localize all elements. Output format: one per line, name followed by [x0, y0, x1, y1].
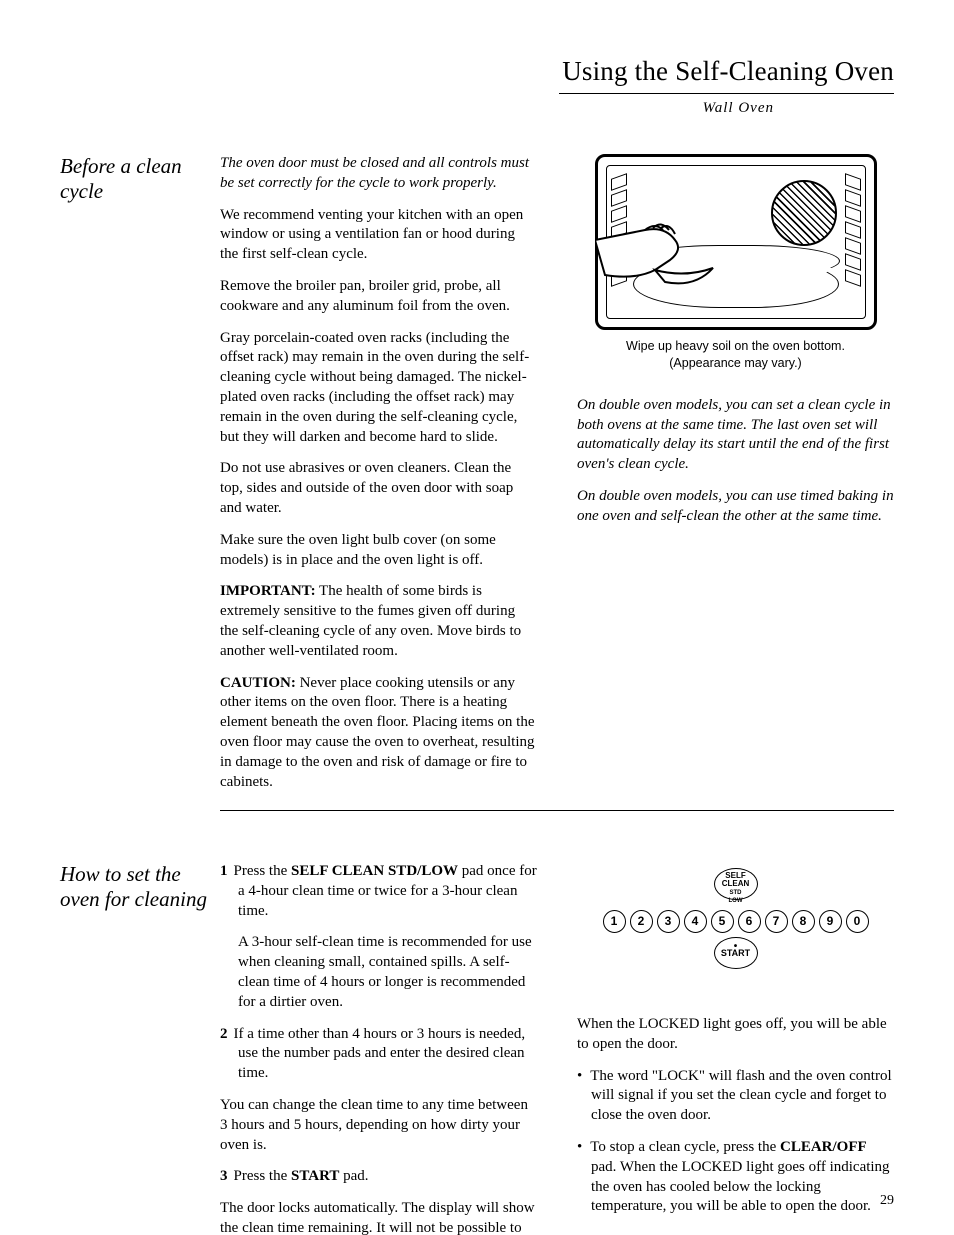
num-4-icon: 4 — [684, 910, 707, 933]
step-3-number: 3 — [220, 1168, 234, 1184]
door-locks-note: The door locks automatically. The displa… — [220, 1199, 537, 1235]
page-header: Using the Self-Cleaning Oven Wall Oven — [60, 56, 894, 117]
page-number: 29 — [880, 1193, 894, 1209]
step-2: 2If a time other than 4 hours or 3 hours… — [220, 1025, 537, 1084]
step-1: 1Press the SELF CLEAN STD/LOW pad once f… — [220, 862, 537, 921]
clear-off-label: CLEAR/OFF — [780, 1139, 867, 1155]
number-pad-row: 1234567890 — [577, 910, 894, 933]
para-lightbulb: Make sure the oven light bulb cover (on … — [220, 531, 537, 571]
para-important: IMPORTANT: The health of some birds is e… — [220, 582, 537, 661]
step-3: 3Press the START pad. — [220, 1167, 537, 1187]
section2-left-column: 1Press the SELF CLEAN STD/LOW pad once f… — [220, 862, 537, 1235]
self-clean-pad-label: SELF CLEAN STD/LOW — [291, 863, 458, 879]
hand-wiping-icon — [595, 220, 715, 290]
intro-note: The oven door must be closed and all con… — [220, 154, 537, 194]
double-oven-note2: On double oven models, you can use timed… — [577, 487, 894, 527]
para-venting: We recommend venting your kitchen with a… — [220, 206, 537, 265]
bullet-lock-flash: The word "LOCK" will flash and the oven … — [577, 1067, 894, 1126]
double-oven-note1: On double oven models, you can set a cle… — [577, 396, 894, 475]
section-heading-howto: How to set the oven for cleaning — [60, 862, 210, 912]
para-racks: Gray porcelain-coated oven racks (includ… — [220, 329, 537, 448]
num-6-icon: 6 — [738, 910, 761, 933]
num-0-icon: 0 — [846, 910, 869, 933]
section-before-clean: Before a clean cycle The oven door must … — [60, 154, 894, 811]
keypad-illustration: SELF CLEAN STD LOW 1234567890 START — [577, 868, 894, 975]
num-3-icon: 3 — [657, 910, 680, 933]
oven-illustration — [595, 154, 877, 330]
section-how-to-set: How to set the oven for cleaning 1Press … — [60, 862, 894, 1235]
para-remove: Remove the broiler pan, broiler grid, pr… — [220, 277, 537, 317]
important-label: IMPORTANT: — [220, 583, 316, 599]
caution-text: Never place cooking utensils or any othe… — [220, 675, 535, 790]
header-rule — [559, 93, 894, 94]
section1-right-column: Wipe up heavy soil on the oven bottom. (… — [577, 154, 894, 810]
page-subtitle: Wall Oven — [60, 100, 894, 117]
bullet-stop-cycle: To stop a clean cycle, press the CLEAR/O… — [577, 1138, 894, 1217]
section-heading-before: Before a clean cycle — [60, 154, 210, 204]
page-title: Using the Self-Cleaning Oven — [60, 56, 894, 87]
para-abrasives: Do not use abrasives or oven cleaners. C… — [220, 459, 537, 518]
start-button-icon: START — [714, 937, 758, 969]
change-time-note: You can change the clean time to any tim… — [220, 1096, 537, 1155]
num-7-icon: 7 — [765, 910, 788, 933]
para-caution: CAUTION: Never place cooking utensils or… — [220, 674, 537, 793]
section-divider — [220, 810, 894, 811]
num-8-icon: 8 — [792, 910, 815, 933]
caption-line2: (Appearance may vary.) — [669, 356, 801, 370]
step-1-number: 1 — [220, 863, 234, 879]
caption-line1: Wipe up heavy soil on the oven bottom. — [626, 339, 845, 353]
section1-left-column: The oven door must be closed and all con… — [220, 154, 537, 810]
caution-label: CAUTION: — [220, 675, 296, 691]
page: Using the Self-Cleaning Oven Wall Oven B… — [0, 0, 954, 1235]
num-1-icon: 1 — [603, 910, 626, 933]
figure-caption: Wipe up heavy soil on the oven bottom. (… — [577, 338, 894, 372]
num-5-icon: 5 — [711, 910, 734, 933]
num-2-icon: 2 — [630, 910, 653, 933]
section2-right-column: SELF CLEAN STD LOW 1234567890 START When… — [577, 862, 894, 1235]
self-clean-button-icon: SELF CLEAN STD LOW — [714, 868, 758, 900]
start-pad-label: START — [291, 1168, 339, 1184]
locked-light-note: When the LOCKED light goes off, you will… — [577, 1015, 894, 1055]
num-9-icon: 9 — [819, 910, 842, 933]
oven-window-icon — [771, 180, 837, 246]
step-2-number: 2 — [220, 1026, 234, 1042]
step-1-note: A 3-hour self-clean time is recommended … — [220, 933, 537, 1012]
